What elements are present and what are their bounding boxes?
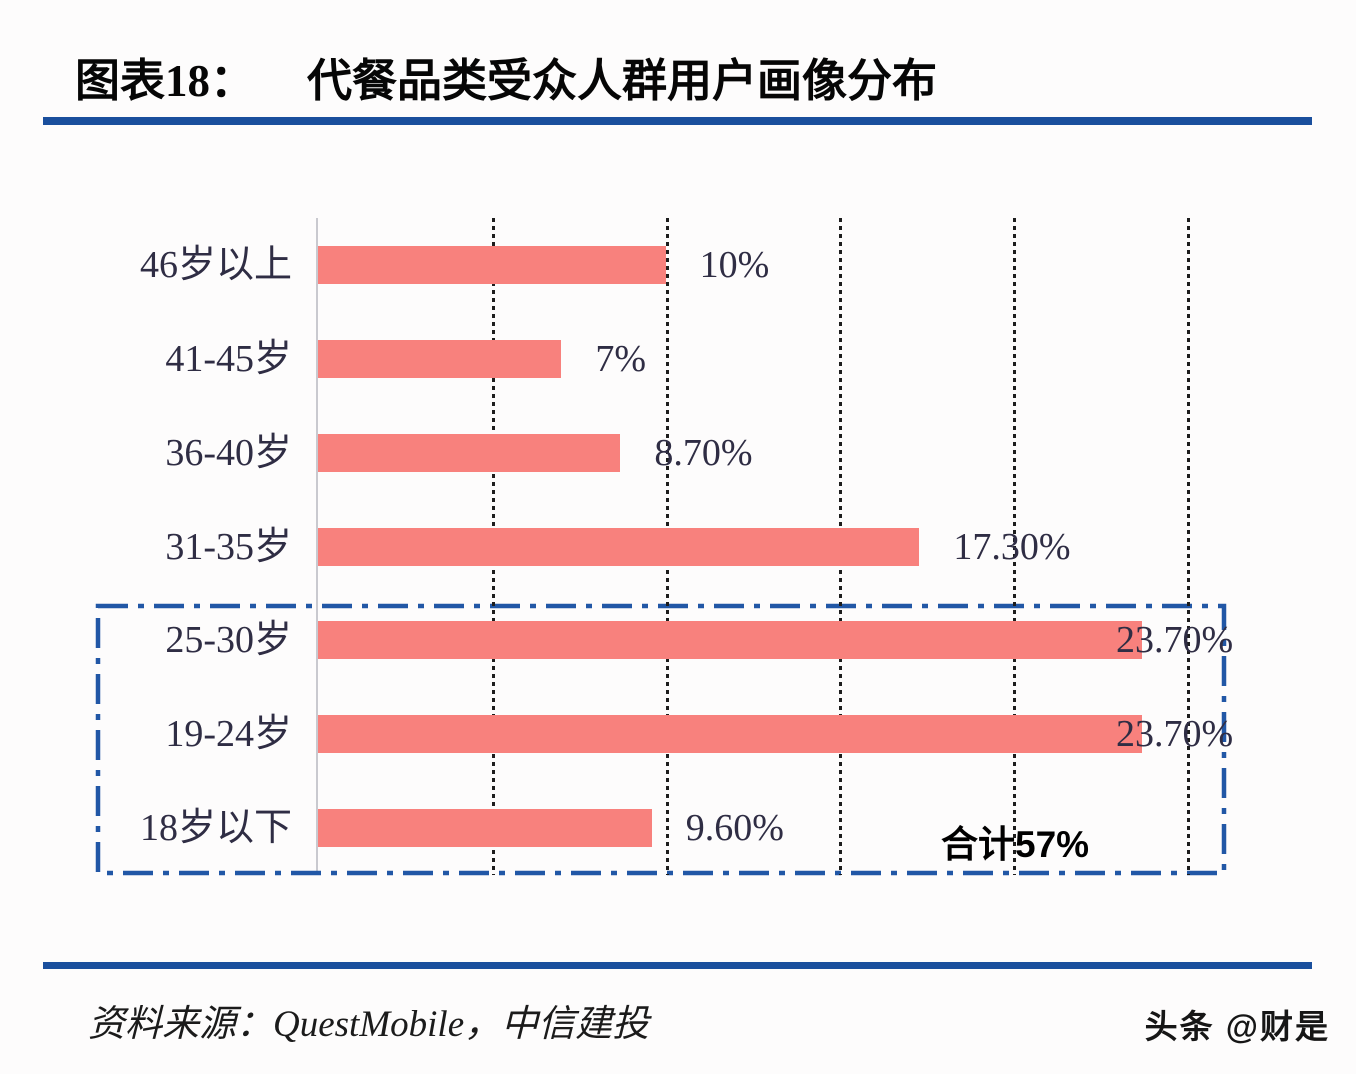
value-label: 17.30% bbox=[953, 525, 1071, 568]
chart-title: 图表18： 代餐品类受众人群用户画像分布 bbox=[75, 44, 938, 106]
bar bbox=[318, 339, 562, 378]
gridline bbox=[1187, 218, 1190, 875]
gridline bbox=[1013, 218, 1017, 875]
category-label: 41-45岁 bbox=[165, 337, 292, 380]
category-label: 46岁以上 bbox=[139, 243, 292, 286]
chart-title-text: 代餐品类受众人群用户画像分布 bbox=[307, 56, 938, 106]
value-label: 7% bbox=[595, 337, 646, 380]
category-label: 36-40岁 bbox=[165, 431, 292, 474]
value-label: 9.60% bbox=[685, 807, 784, 850]
bar bbox=[318, 527, 920, 566]
bar bbox=[318, 245, 666, 284]
value-label: 23.70% bbox=[1116, 619, 1234, 662]
source-text: 资料来源：QuestMobile，中信建投 bbox=[88, 1004, 650, 1045]
y-axis-line bbox=[316, 218, 318, 875]
category-label: 19-24岁 bbox=[165, 713, 292, 756]
category-label: 25-30岁 bbox=[165, 619, 292, 662]
value-label: 8.70% bbox=[654, 431, 753, 474]
watermark-text: 头条 @财是 bbox=[1144, 1008, 1330, 1045]
highlight-box bbox=[95, 603, 1227, 876]
bar bbox=[318, 715, 1142, 754]
value-label: 10% bbox=[699, 243, 770, 286]
bar bbox=[318, 433, 621, 472]
header-rule bbox=[43, 117, 1312, 125]
chart-title-label: 图表18： bbox=[75, 56, 256, 106]
bar bbox=[318, 621, 1142, 660]
category-label: 31-35岁 bbox=[165, 525, 292, 568]
category-label: 18岁以下 bbox=[139, 807, 292, 850]
footer-rule bbox=[43, 962, 1312, 969]
value-label: 23.70% bbox=[1116, 713, 1234, 756]
bar bbox=[318, 809, 652, 848]
